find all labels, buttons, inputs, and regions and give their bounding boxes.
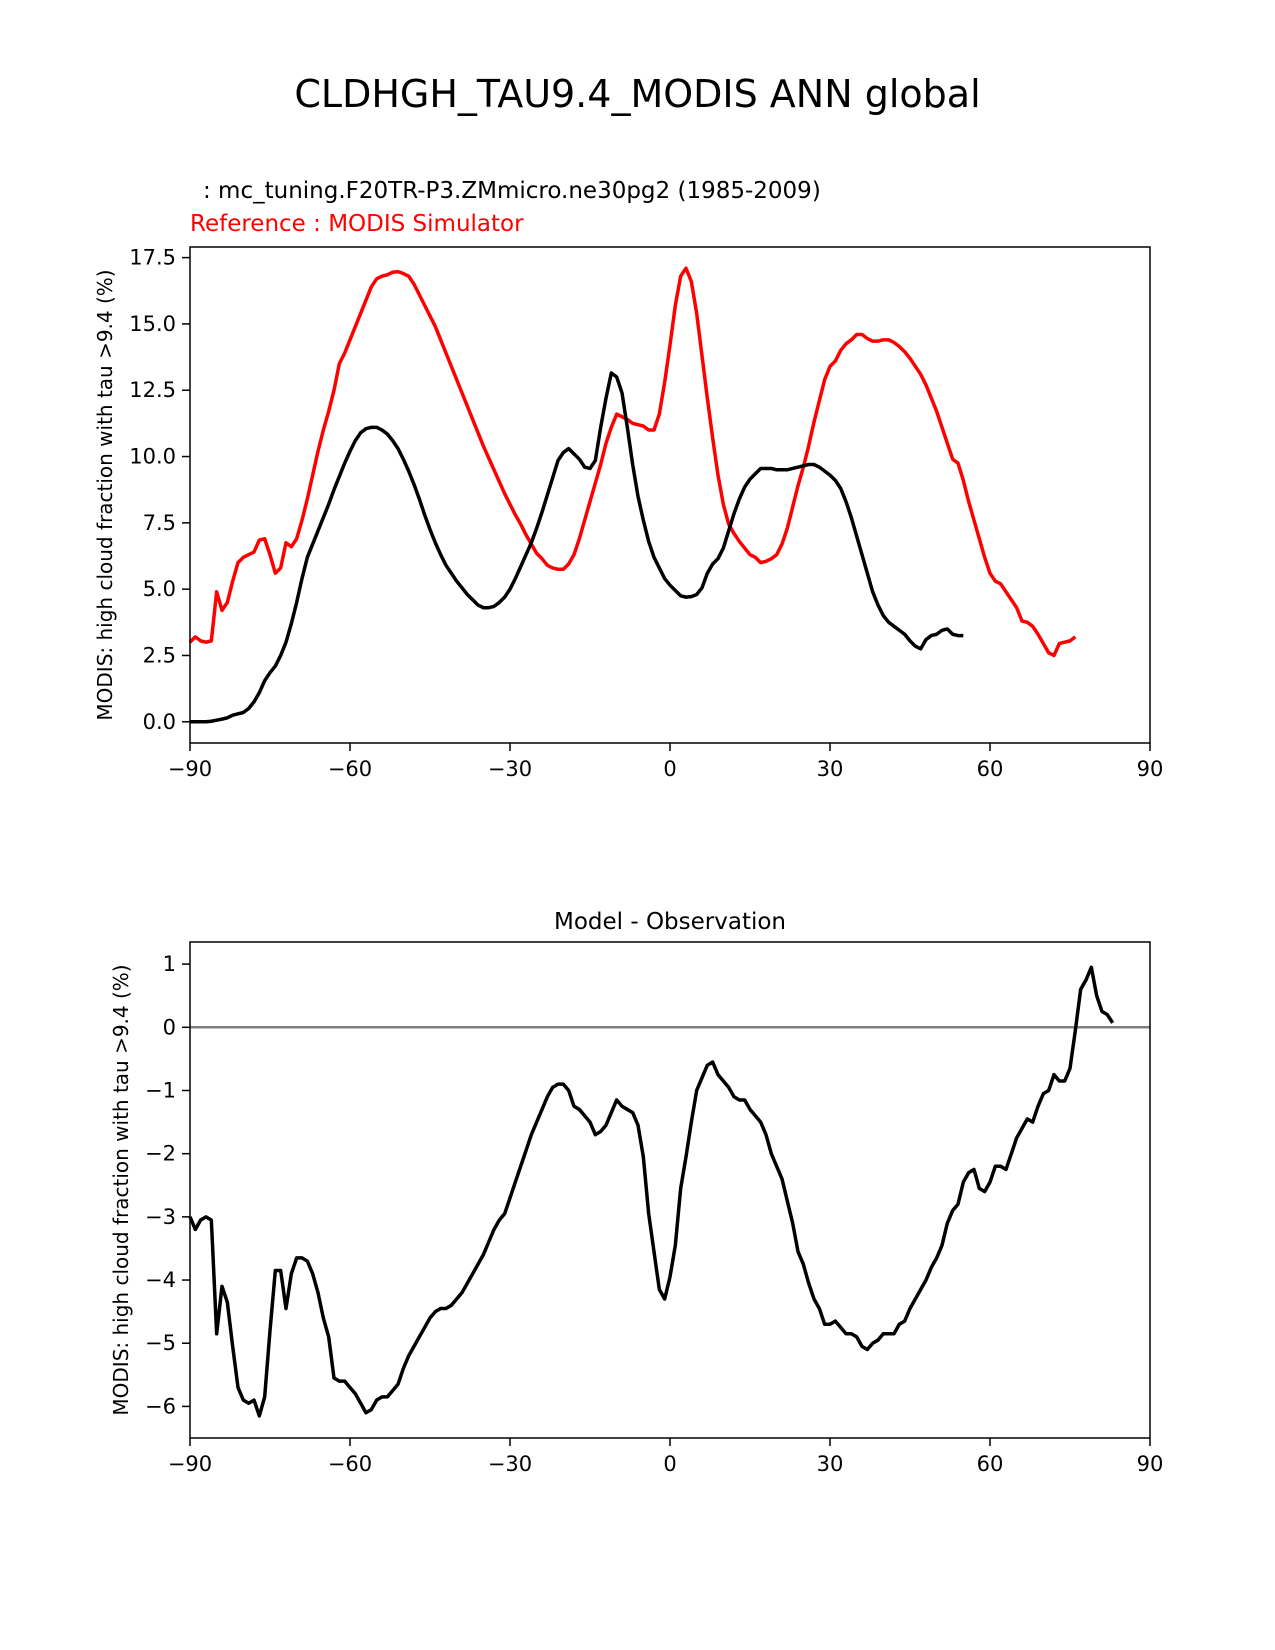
y-tick-label: −1: [145, 1078, 176, 1102]
x-tick-label: 0: [663, 757, 676, 781]
y-tick-label: 12.5: [129, 378, 176, 402]
series-line-0: [188, 266, 1077, 658]
x-tick-label: 30: [817, 1452, 844, 1476]
y-tick-label: 0.0: [143, 710, 176, 734]
y-tick-label: 10.0: [129, 445, 176, 469]
panel-title: Model - Observation: [554, 909, 786, 935]
y-axis-label: MODIS: high cloud fraction with tau >9.4…: [93, 269, 117, 720]
y-tick-label: 7.5: [143, 511, 176, 535]
y-tick-label: −5: [145, 1331, 176, 1355]
x-tick-label: −90: [168, 757, 212, 781]
x-tick-label: −60: [328, 1452, 372, 1476]
y-tick-label: −6: [145, 1394, 176, 1418]
y-tick-label: 1: [163, 952, 176, 976]
y-tick-label: −3: [145, 1205, 176, 1229]
y-tick-label: 0: [163, 1015, 176, 1039]
axes-frame: [189, 246, 1151, 744]
x-tick-label: 30: [817, 757, 844, 781]
x-tick-label: 90: [1137, 757, 1164, 781]
series-line-0: [188, 965, 1115, 1418]
x-tick-label: 60: [977, 1452, 1004, 1476]
series-line-1: [190, 371, 964, 724]
test-title: : mc_tuning.F20TR-P3.ZMmicro.ne30pg2 (19…: [203, 178, 821, 204]
figure-title: CLDHGH_TAU9.4_MODIS ANN global: [294, 72, 981, 116]
axes-frame: [189, 941, 1151, 1439]
y-axis-label: MODIS: high cloud fraction with tau >9.4…: [109, 964, 133, 1415]
y-tick-label: 5.0: [143, 577, 176, 601]
panel-bottom: −90 −60 −30 0 30 60 90 −6 −5 −4 −3 −2 −1 0 1 MODIS: hig…: [109, 909, 1163, 1476]
x-tick-label: −60: [328, 757, 372, 781]
x-tick-label: 0: [663, 1452, 676, 1476]
y-tick-label: −2: [145, 1142, 176, 1166]
y-tick-label: 15.0: [129, 312, 176, 336]
x-tick-label: −30: [488, 1452, 532, 1476]
y-tick-label: 2.5: [143, 643, 176, 667]
panel-top: −90 −60 −30 0 30 60 90 0.0 2.5 5.0 7.5 10.0 12.5 15.0…: [93, 178, 1163, 781]
y-tick-label: 17.5: [129, 246, 176, 270]
y-tick-label: −4: [145, 1268, 176, 1292]
x-tick-label: 90: [1137, 1452, 1164, 1476]
x-tick-label: 60: [977, 757, 1004, 781]
x-tick-label: −90: [168, 1452, 212, 1476]
reference-title: Reference : MODIS Simulator: [190, 211, 524, 237]
x-tick-label: −30: [488, 757, 532, 781]
